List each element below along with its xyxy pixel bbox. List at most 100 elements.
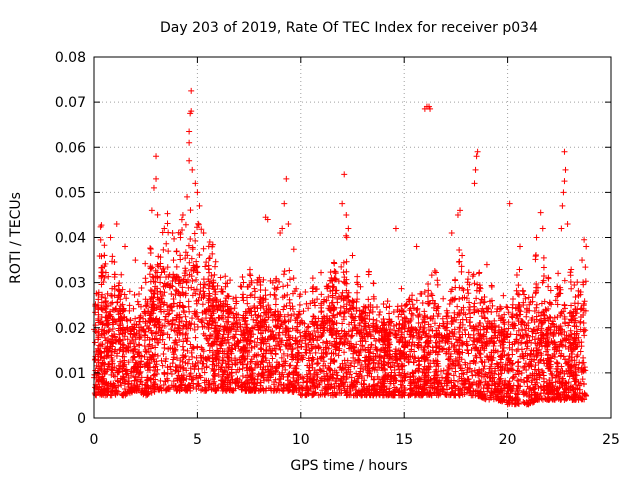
data-point	[312, 349, 319, 356]
data-point	[244, 300, 251, 307]
data-point	[164, 370, 171, 377]
data-point	[99, 269, 106, 276]
data-point	[509, 295, 516, 302]
data-point	[189, 315, 196, 322]
data-point	[217, 274, 224, 281]
data-point	[363, 329, 370, 336]
data-point	[459, 321, 466, 328]
data-point	[376, 308, 383, 315]
data-point	[448, 315, 455, 322]
data-point	[160, 330, 167, 337]
data-point	[314, 360, 321, 366]
data-point	[540, 254, 547, 261]
data-point	[275, 383, 282, 390]
data-point	[155, 296, 162, 303]
data-point	[582, 327, 589, 334]
data-point	[353, 370, 360, 377]
data-point	[240, 291, 247, 298]
data-point	[298, 343, 305, 350]
data-point	[109, 299, 116, 306]
data-point	[419, 369, 426, 376]
data-point	[131, 291, 138, 298]
data-point	[581, 332, 588, 339]
data-point	[449, 365, 456, 372]
data-point	[318, 291, 325, 298]
data-point	[182, 313, 189, 320]
data-point	[422, 370, 429, 377]
data-point	[161, 268, 168, 275]
data-point	[271, 292, 278, 299]
data-point	[178, 216, 185, 223]
data-point	[516, 266, 523, 273]
data-point	[240, 297, 247, 304]
data-point	[93, 329, 100, 336]
data-point	[98, 269, 105, 276]
data-point	[340, 259, 347, 266]
data-point	[566, 310, 573, 317]
data-point	[165, 248, 172, 255]
data-point	[515, 327, 522, 334]
data-point	[153, 315, 160, 322]
data-point	[482, 378, 489, 385]
data-point	[171, 235, 178, 242]
data-point	[201, 369, 208, 376]
data-point	[163, 240, 170, 247]
data-point	[354, 289, 361, 296]
data-point	[209, 376, 216, 383]
data-point	[296, 329, 303, 336]
data-point	[321, 383, 328, 390]
data-point	[167, 366, 174, 373]
data-point	[452, 368, 459, 375]
data-point	[410, 373, 417, 380]
data-point	[536, 374, 543, 381]
data-point	[101, 242, 108, 249]
data-point	[349, 326, 356, 333]
data-point	[334, 372, 341, 379]
data-point	[466, 299, 473, 306]
data-point	[566, 373, 573, 380]
data-point	[545, 283, 552, 290]
data-point	[458, 370, 465, 377]
data-point	[164, 210, 171, 217]
data-point	[130, 353, 137, 360]
data-point	[343, 258, 350, 265]
data-point	[465, 350, 472, 357]
data-point	[233, 319, 240, 326]
data-point	[280, 283, 287, 290]
data-point	[343, 370, 350, 377]
data-point	[269, 355, 276, 362]
data-point	[272, 301, 279, 308]
data-point	[304, 324, 311, 331]
data-point	[574, 279, 581, 286]
data-point	[446, 345, 453, 352]
data-point	[264, 363, 271, 370]
data-point	[277, 346, 284, 353]
data-point	[191, 326, 198, 333]
data-point	[465, 290, 472, 297]
data-point	[300, 379, 307, 386]
data-point	[199, 301, 206, 308]
data-point	[168, 320, 175, 327]
data-point	[227, 277, 234, 284]
data-point	[469, 341, 476, 348]
data-point	[540, 264, 547, 271]
data-point	[180, 347, 187, 354]
data-point	[280, 271, 287, 278]
data-point	[147, 245, 154, 252]
data-point	[157, 377, 164, 384]
data-point	[162, 358, 169, 365]
data-point	[168, 371, 175, 378]
data-point	[523, 313, 530, 320]
data-point	[239, 274, 246, 281]
data-point	[254, 335, 261, 342]
data-point	[282, 366, 289, 373]
data-point	[182, 249, 189, 256]
data-point	[141, 353, 148, 360]
data-point	[267, 291, 274, 298]
data-point	[488, 308, 495, 315]
data-point	[136, 291, 143, 298]
data-point	[243, 364, 250, 371]
data-point	[386, 303, 393, 310]
data-point	[582, 264, 589, 271]
data-point	[138, 284, 145, 291]
